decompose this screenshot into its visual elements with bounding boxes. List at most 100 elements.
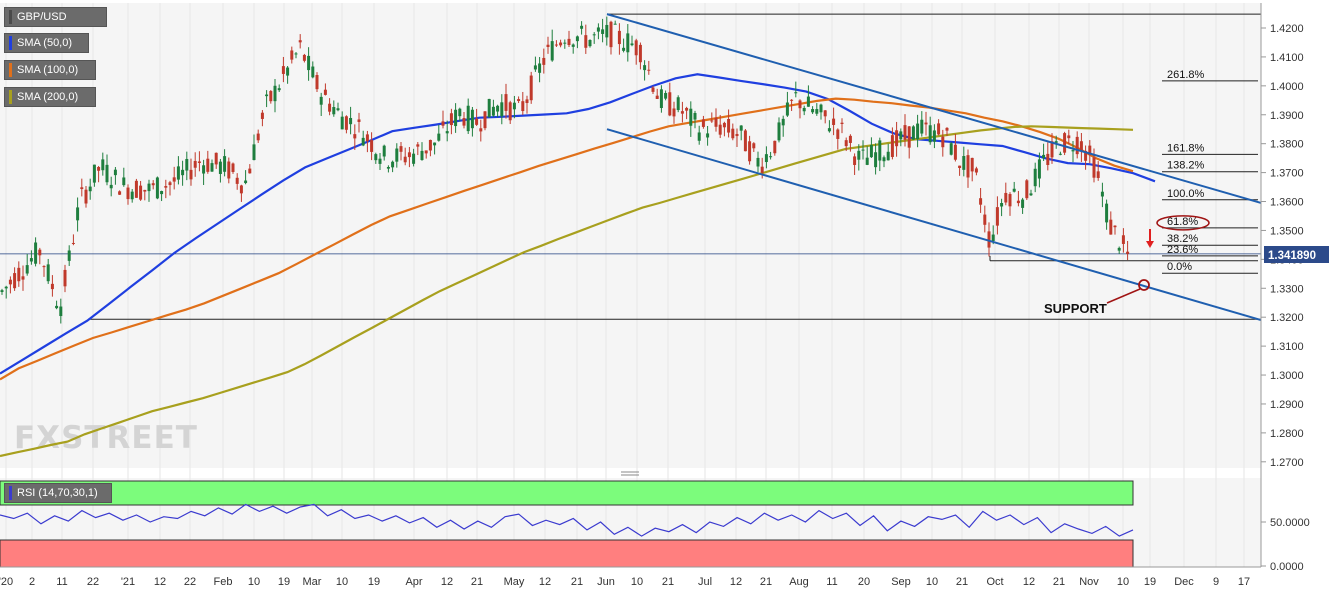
candle-body	[42, 266, 46, 268]
candle-body	[55, 305, 59, 309]
candle-body	[244, 180, 248, 184]
candle-body	[958, 165, 962, 169]
candle-body	[634, 40, 638, 56]
candle-body	[991, 234, 995, 241]
panel-resize-handle[interactable]	[621, 471, 639, 476]
x-tick-label: 10	[1117, 576, 1129, 588]
candle-body	[680, 111, 684, 114]
rsi-line	[0, 503, 1134, 537]
y-tick-label: 1.3300	[1270, 283, 1304, 295]
candle-body	[945, 127, 949, 131]
candle-body	[596, 27, 600, 32]
x-tick-label: 9	[1213, 576, 1219, 588]
candle-body	[252, 144, 256, 161]
candle-body	[496, 105, 500, 112]
candle-body	[92, 164, 96, 183]
candle-body	[50, 283, 54, 290]
candle-body	[193, 160, 197, 168]
candle-body	[302, 54, 306, 61]
candle-body	[924, 122, 928, 125]
candle-body	[260, 112, 264, 119]
candle-body	[886, 151, 890, 161]
candle-body	[365, 134, 369, 142]
candle-body	[848, 135, 852, 143]
candle-body	[307, 55, 311, 71]
x-tick-label: 11	[826, 576, 837, 588]
candle-body	[1029, 193, 1033, 196]
legend-sma200-label: SMA (200,0)	[17, 91, 79, 103]
candle-body	[206, 158, 210, 172]
candle-body	[714, 117, 718, 127]
candle-body	[202, 165, 206, 174]
candle-body	[181, 169, 185, 176]
candle-body	[160, 191, 164, 195]
candle-body	[1033, 168, 1037, 187]
candle-body	[764, 154, 768, 163]
candle-body	[344, 116, 348, 130]
candle-body	[878, 140, 882, 161]
candle-body	[907, 126, 911, 148]
candle-body	[109, 184, 113, 189]
y-tick-label: 1.3100	[1270, 341, 1304, 353]
watermark: FXSTREET	[14, 420, 197, 456]
candle-body	[857, 150, 861, 160]
candle-body	[0, 290, 4, 292]
candle-body	[865, 157, 869, 165]
candle-body	[311, 66, 315, 78]
candle-body	[269, 91, 273, 102]
candle-body	[437, 133, 441, 141]
candle-body	[445, 131, 449, 134]
candle-body	[697, 132, 701, 141]
y-tick-label: 1.4000	[1270, 81, 1304, 93]
candle-body	[827, 128, 831, 132]
legend-rsi[interactable]: RSI (14,70,30,1)	[4, 483, 112, 503]
candle-body	[731, 128, 735, 139]
candle-body	[1113, 225, 1117, 228]
candle-body	[80, 187, 84, 190]
candle-body	[869, 144, 873, 158]
candle-body	[979, 198, 983, 205]
fib-label: 161.8%	[1167, 142, 1205, 154]
candle-body	[155, 177, 159, 199]
candle-body	[609, 21, 613, 48]
candle-body	[1008, 194, 1012, 207]
legend-sma200[interactable]: SMA (200,0)	[4, 87, 96, 107]
candle-body	[785, 102, 789, 116]
candle-body	[1004, 192, 1008, 203]
time-axis: '20 2 11 22'21 12 22 Feb 10 19 Mar 10 19 Apr 12 21 May 1…	[0, 566, 1261, 588]
candle-body	[4, 286, 8, 289]
candle-body	[458, 108, 462, 117]
candle-body	[966, 155, 970, 178]
candle-body	[823, 110, 827, 117]
candle-body	[874, 152, 878, 168]
x-tick-label: 12	[1023, 576, 1035, 588]
candle-body	[521, 101, 525, 112]
legend-symbol-swatch	[9, 10, 12, 24]
candle-body	[844, 140, 848, 147]
x-tick-label: Nov	[1079, 576, 1099, 588]
legend-symbol[interactable]: GBP/USD	[4, 7, 107, 27]
fib-highlight-circle	[1156, 215, 1210, 231]
candle-body	[899, 131, 903, 140]
candle-body	[739, 125, 743, 131]
legend-sma100-label: SMA (100,0)	[17, 64, 79, 76]
legend-sma50[interactable]: SMA (50,0)	[4, 33, 89, 53]
candle-body	[147, 183, 151, 192]
y-tick-label: 1.2800	[1270, 428, 1304, 440]
y-tick-label: 1.3800	[1270, 139, 1304, 151]
candle-body	[1092, 157, 1096, 178]
candle-body	[798, 100, 802, 109]
candle-body	[235, 177, 239, 184]
candle-body	[218, 161, 222, 174]
candle-body	[139, 185, 143, 200]
x-tick-label: '20	[0, 576, 13, 588]
candle-body	[17, 267, 21, 282]
candle-body	[298, 40, 302, 43]
x-tick-label: Feb	[214, 576, 233, 588]
candle-body	[974, 168, 978, 173]
legend-sma50-label: SMA (50,0)	[17, 37, 73, 49]
legend-sma100[interactable]: SMA (100,0)	[4, 60, 96, 80]
candle-body	[1037, 159, 1041, 179]
candle-body	[995, 207, 999, 226]
candle-body	[113, 169, 117, 176]
